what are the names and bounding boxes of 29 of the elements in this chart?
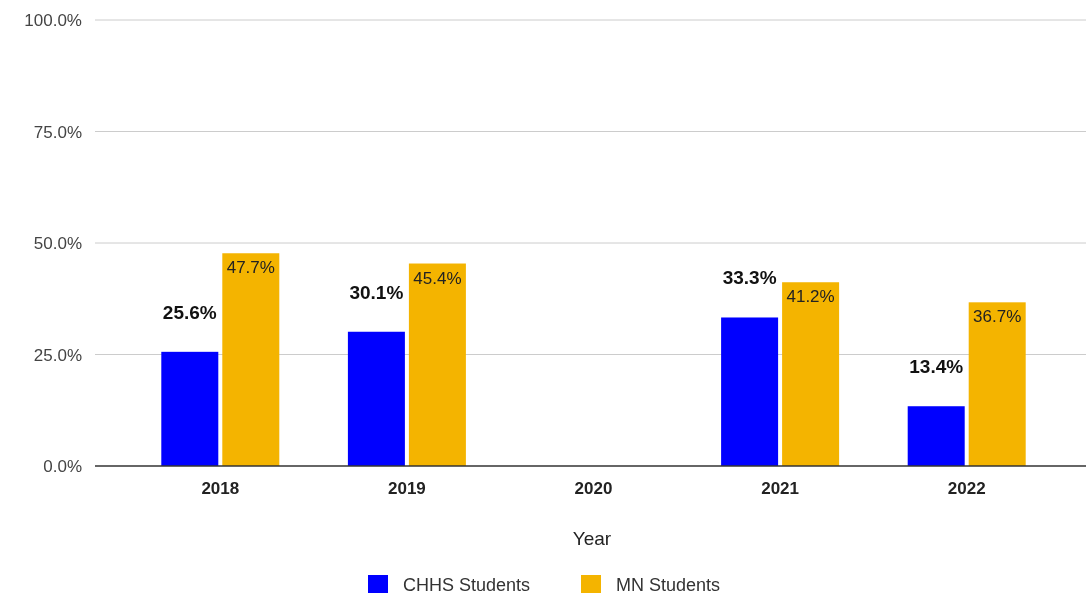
x-tick-label: 2021 bbox=[761, 479, 800, 498]
legend-label: CHHS Students bbox=[403, 575, 531, 594]
data-label: 33.3% bbox=[722, 267, 777, 289]
x-tick-label: 2020 bbox=[574, 479, 613, 498]
y-tick-label: 75.0% bbox=[33, 122, 82, 142]
data-label: 13.4% bbox=[909, 356, 964, 378]
y-tick-label: 25.0% bbox=[33, 345, 82, 365]
bar bbox=[222, 253, 280, 466]
bar bbox=[907, 406, 965, 466]
x-tick-label: 2022 bbox=[947, 479, 986, 498]
bar bbox=[347, 331, 405, 466]
bar bbox=[782, 282, 840, 466]
data-label: 45.4% bbox=[413, 268, 462, 288]
data-label: 36.7% bbox=[973, 307, 1022, 327]
data-label: 25.6% bbox=[162, 301, 217, 323]
y-tick-label: 100.0% bbox=[24, 11, 82, 30]
data-label: 30.1% bbox=[349, 281, 404, 303]
bar bbox=[968, 302, 1026, 466]
legend-label: MN Students bbox=[616, 575, 721, 594]
x-tick-label: 2019 bbox=[387, 479, 426, 498]
bar bbox=[721, 317, 779, 466]
x-axis-title: Year bbox=[572, 528, 612, 549]
data-label: 47.7% bbox=[226, 258, 275, 278]
bar bbox=[161, 351, 219, 466]
data-label: 41.2% bbox=[786, 287, 835, 307]
y-tick-label: 0.0% bbox=[43, 457, 82, 476]
x-tick-label: 2018 bbox=[201, 479, 240, 498]
bar bbox=[408, 263, 466, 466]
y-tick-label: 50.0% bbox=[33, 234, 82, 253]
